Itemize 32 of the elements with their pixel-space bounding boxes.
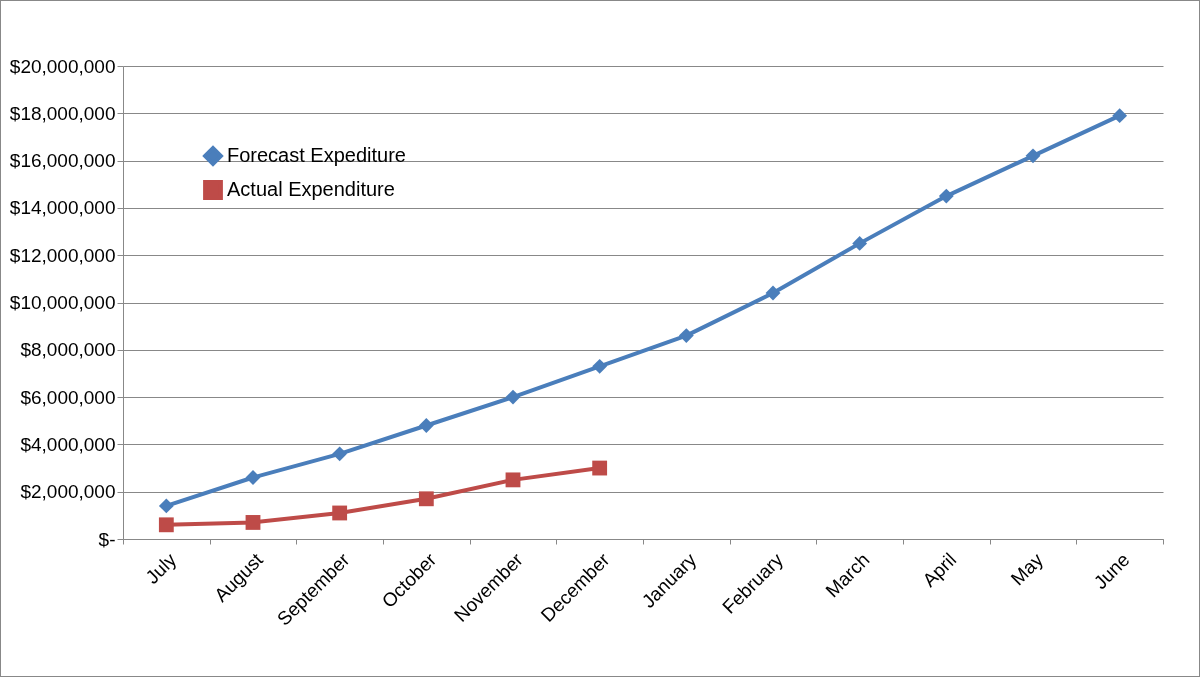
point: [505, 472, 521, 488]
point: [332, 446, 348, 462]
y-tick-label: $-: [98, 528, 116, 550]
point: [505, 389, 521, 405]
x-tick-label: May: [1006, 548, 1048, 590]
point: [332, 505, 348, 521]
point: [418, 491, 434, 507]
y-tick-label: $12,000,000: [9, 244, 116, 266]
point: [245, 515, 261, 530]
point: [592, 358, 608, 374]
point: [158, 498, 174, 514]
y-tick-label: $16,000,000: [9, 150, 116, 172]
point: [678, 328, 694, 344]
point: [938, 188, 954, 204]
point: [1025, 148, 1041, 164]
point: [158, 517, 174, 533]
x-tick-label: July: [141, 548, 181, 588]
y-tick-label: $20,000,000: [9, 55, 116, 77]
legend-label: Actual Expenditure: [227, 178, 395, 200]
y-tick-label: $10,000,000: [9, 292, 116, 313]
y-tick-label: $2,000,000: [20, 481, 116, 503]
legend-label: Forecast Expediture: [227, 144, 406, 166]
y-tick-label: $18,000,000: [9, 102, 116, 124]
point: [1112, 108, 1128, 124]
point: [852, 235, 868, 251]
y-tick-label: $8,000,000: [20, 339, 116, 361]
y-tick-label: $14,000,000: [9, 197, 116, 219]
y-tick-label: $6,000,000: [20, 386, 116, 408]
point: [592, 460, 608, 476]
point: [765, 285, 781, 301]
point: [418, 418, 434, 433]
y-tick-label: $4,000,000: [20, 433, 116, 455]
